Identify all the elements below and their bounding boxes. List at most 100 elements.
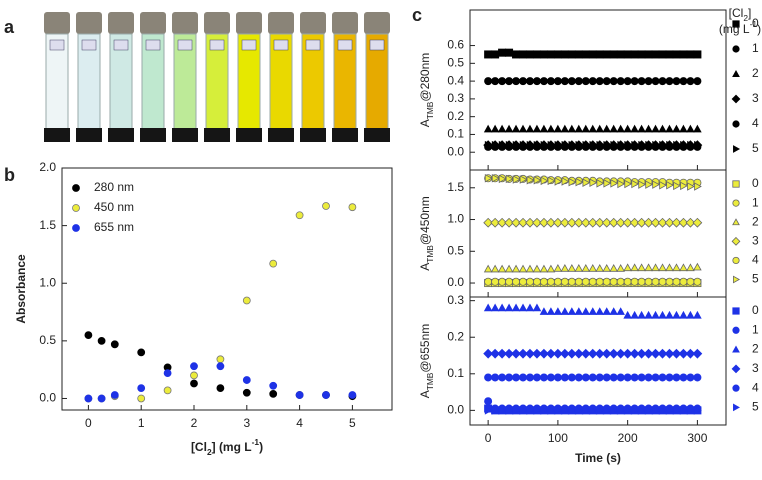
y-tick-label: 0.3 bbox=[447, 91, 464, 105]
point bbox=[602, 77, 611, 86]
point bbox=[658, 77, 667, 86]
vial-cap bbox=[140, 12, 166, 34]
point bbox=[574, 124, 584, 133]
y-axis-label-part: Absorbance bbox=[14, 254, 28, 324]
point bbox=[491, 277, 500, 286]
point bbox=[518, 124, 528, 133]
point bbox=[539, 217, 549, 228]
point bbox=[553, 348, 563, 359]
point bbox=[483, 124, 493, 133]
point bbox=[678, 217, 689, 228]
point bbox=[637, 277, 646, 286]
point bbox=[484, 406, 493, 415]
point bbox=[617, 179, 626, 189]
point bbox=[525, 373, 534, 382]
point bbox=[644, 124, 653, 133]
point bbox=[658, 373, 667, 382]
legend-marker bbox=[731, 236, 741, 246]
point bbox=[622, 217, 633, 228]
point bbox=[539, 50, 548, 59]
point bbox=[539, 124, 549, 133]
point bbox=[679, 310, 688, 319]
point bbox=[532, 348, 542, 359]
point bbox=[589, 178, 598, 187]
point bbox=[497, 264, 507, 273]
point bbox=[483, 303, 493, 312]
point bbox=[687, 406, 695, 415]
legend-label: 3 bbox=[752, 233, 759, 247]
point bbox=[687, 182, 695, 191]
point bbox=[685, 217, 696, 228]
point bbox=[652, 406, 660, 415]
point bbox=[560, 124, 570, 133]
point bbox=[490, 124, 500, 133]
point bbox=[692, 348, 703, 359]
x-tick-label: 4 bbox=[296, 416, 303, 430]
vial-label bbox=[241, 39, 257, 51]
legend-title-part: -1 bbox=[750, 19, 758, 29]
legend-title: [Cl2] bbox=[729, 6, 752, 23]
vial-cap bbox=[300, 12, 326, 34]
point bbox=[638, 406, 647, 415]
point bbox=[491, 373, 500, 382]
point bbox=[547, 176, 556, 186]
x-tick-label: 0 bbox=[485, 431, 492, 445]
point bbox=[603, 406, 612, 415]
plot-frame bbox=[61, 167, 393, 411]
point bbox=[616, 307, 625, 315]
point bbox=[652, 140, 660, 150]
point bbox=[490, 264, 500, 273]
legend-label: 1 bbox=[752, 322, 759, 336]
point bbox=[693, 373, 702, 382]
point bbox=[665, 124, 674, 133]
vial-cap bbox=[76, 12, 102, 34]
point bbox=[630, 77, 639, 86]
point bbox=[526, 140, 535, 150]
point bbox=[651, 277, 660, 286]
legend-label: 4 bbox=[752, 380, 759, 394]
legend-marker bbox=[731, 94, 741, 104]
point bbox=[644, 277, 653, 286]
point bbox=[608, 217, 619, 228]
point bbox=[588, 373, 597, 382]
point bbox=[630, 373, 639, 382]
point bbox=[567, 307, 577, 315]
point bbox=[608, 348, 619, 359]
point bbox=[97, 394, 106, 403]
point bbox=[686, 263, 695, 272]
point bbox=[566, 217, 577, 228]
y-tick-label: 0.1 bbox=[447, 366, 464, 380]
point bbox=[504, 124, 514, 133]
point bbox=[666, 406, 674, 415]
point bbox=[673, 406, 681, 415]
point bbox=[491, 77, 500, 86]
point bbox=[518, 303, 528, 312]
legend-label: 0 bbox=[752, 303, 759, 317]
legend-label: 450 nm bbox=[94, 200, 134, 214]
point bbox=[588, 277, 597, 286]
y-tick-label: 0.2 bbox=[447, 329, 464, 343]
point bbox=[216, 384, 225, 393]
point bbox=[519, 406, 528, 415]
point bbox=[560, 307, 570, 315]
point bbox=[190, 362, 198, 371]
point bbox=[498, 174, 507, 184]
point bbox=[686, 124, 695, 133]
point bbox=[602, 264, 611, 272]
point bbox=[666, 180, 674, 190]
point bbox=[601, 348, 612, 359]
y-tick-label: 0.4 bbox=[447, 73, 464, 87]
legend-title: (mg L-1) bbox=[719, 19, 761, 36]
point bbox=[574, 277, 583, 286]
point bbox=[539, 77, 548, 86]
point bbox=[561, 406, 570, 415]
point bbox=[553, 373, 562, 382]
y-axis-label-part: TMB bbox=[425, 372, 435, 390]
point bbox=[582, 140, 591, 150]
point bbox=[623, 373, 632, 382]
point bbox=[651, 77, 660, 86]
point bbox=[617, 140, 626, 150]
point bbox=[629, 217, 640, 228]
point bbox=[498, 373, 507, 382]
legend-marker bbox=[732, 180, 740, 188]
